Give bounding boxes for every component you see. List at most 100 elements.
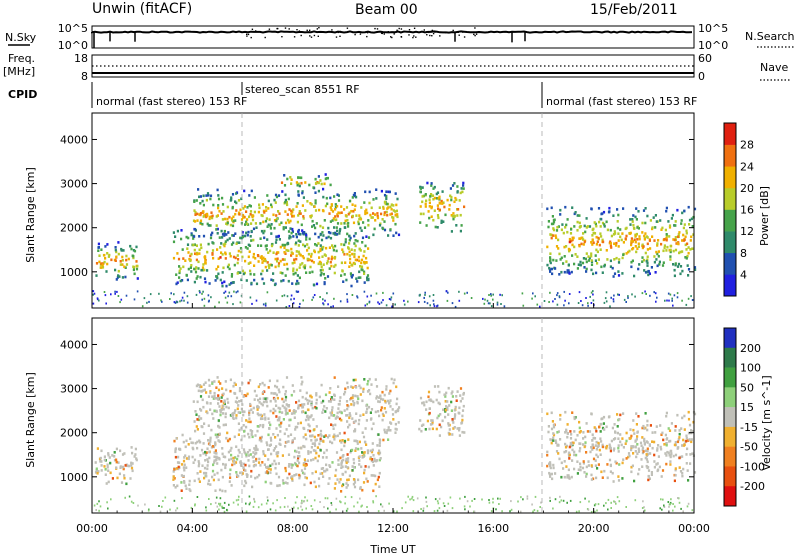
velocity-ground-cell — [501, 510, 503, 513]
velocity-cell — [263, 383, 266, 387]
velocity-cell — [354, 449, 357, 452]
velocity-cell — [218, 405, 221, 408]
velocity-cell — [689, 462, 692, 465]
power-cell — [273, 198, 276, 202]
velocity-ground-cell — [214, 501, 217, 504]
velocity-ground-cell — [422, 507, 425, 510]
velocity-cell — [331, 441, 334, 445]
velocity-cell — [681, 471, 684, 475]
velocity-cell — [291, 441, 294, 445]
power-cell — [360, 268, 363, 271]
velocity-cell — [287, 440, 290, 443]
velocity-cell — [272, 411, 275, 415]
velocity-cell — [334, 417, 337, 420]
velocity-cell — [639, 441, 643, 445]
velocity-cell — [340, 441, 343, 444]
power-cell — [299, 212, 302, 215]
power-cell — [229, 254, 232, 258]
power-cell — [587, 255, 590, 258]
power-cell — [289, 227, 292, 230]
power-ground-cell — [176, 301, 178, 304]
velocity-cell — [547, 425, 550, 428]
power-ground-cell — [237, 290, 239, 293]
power-ground-cell — [382, 291, 384, 294]
power-cell — [209, 215, 212, 219]
power-cell — [352, 221, 356, 225]
nsearch-point — [439, 35, 441, 37]
nsearch-point — [251, 28, 254, 30]
power-cell — [339, 227, 342, 231]
velocity-cell — [552, 432, 555, 435]
power-cell — [619, 235, 622, 239]
power-cell — [314, 191, 317, 194]
velocity-cell — [385, 431, 388, 435]
velocity-cell — [362, 451, 365, 455]
velocity-cell — [318, 442, 321, 446]
power-cell — [345, 215, 348, 218]
power-cell — [105, 270, 108, 273]
power-cell — [255, 282, 259, 286]
velocity-ground-cell — [358, 510, 360, 513]
nsearch-bottom-tick: 10^0 — [698, 39, 728, 52]
velocity-cell — [425, 400, 428, 404]
power-ground-cell — [558, 296, 561, 299]
velocity-cell — [621, 437, 624, 440]
velocity-cell — [634, 450, 637, 453]
velocity-cell — [665, 442, 668, 445]
power-cell — [333, 226, 336, 229]
power-cell — [306, 200, 309, 203]
velocity-cell — [248, 435, 251, 439]
velocity-ground-cell — [680, 507, 682, 510]
velocity-cell — [665, 454, 668, 457]
velocity-cell — [571, 411, 574, 414]
velocity-cell — [601, 476, 604, 479]
velocity-cell — [458, 434, 461, 437]
power-cell — [282, 226, 285, 229]
velocity-cell — [340, 411, 343, 415]
nave-label: Nave — [760, 61, 788, 74]
velocity-cell — [208, 456, 211, 460]
velocity-cell — [332, 435, 335, 439]
velocity-cell — [217, 388, 221, 392]
velocity-ground-cell — [219, 497, 222, 500]
velocity-ground-cell — [442, 502, 445, 505]
power-cell — [332, 217, 335, 220]
power-cell — [229, 223, 232, 227]
velocity-cell — [362, 390, 365, 393]
velocity-cell — [203, 476, 206, 480]
nsearch-point — [247, 33, 250, 36]
velocity-cell — [275, 385, 279, 389]
velocity-cell — [188, 479, 191, 483]
power-cell — [358, 214, 361, 217]
power-ground-cell — [580, 300, 582, 302]
velocity-cell — [293, 390, 296, 393]
velocity-cell — [301, 406, 304, 409]
velocity-cell — [184, 445, 187, 449]
power-cell — [356, 258, 359, 262]
velocity-cell — [616, 413, 619, 416]
power-cell — [602, 210, 606, 214]
velocity-cell — [118, 472, 121, 476]
velocity-cell — [345, 459, 348, 463]
velocity-cell — [344, 465, 347, 468]
power-cell — [341, 269, 344, 273]
power-cell — [250, 281, 253, 285]
velocity-cell — [300, 446, 303, 450]
velocity-cell — [591, 443, 594, 446]
velocity-cell — [351, 386, 354, 389]
power-cell — [274, 193, 278, 197]
power-ground-cell — [654, 292, 657, 295]
power-cell — [214, 279, 217, 282]
velocity-ground-cell — [235, 499, 238, 502]
velocity-cell — [302, 462, 305, 465]
power-cell — [353, 249, 356, 252]
velocity-cell — [668, 429, 672, 432]
power-cell — [354, 239, 357, 242]
velocity-colorbar-tick: 50 — [740, 381, 754, 394]
power-cell — [436, 214, 440, 217]
velocity-cell — [576, 472, 579, 475]
power-cell — [266, 269, 269, 272]
velocity-cell — [600, 417, 603, 421]
velocity-cell — [276, 484, 279, 487]
power-cell — [601, 221, 605, 225]
